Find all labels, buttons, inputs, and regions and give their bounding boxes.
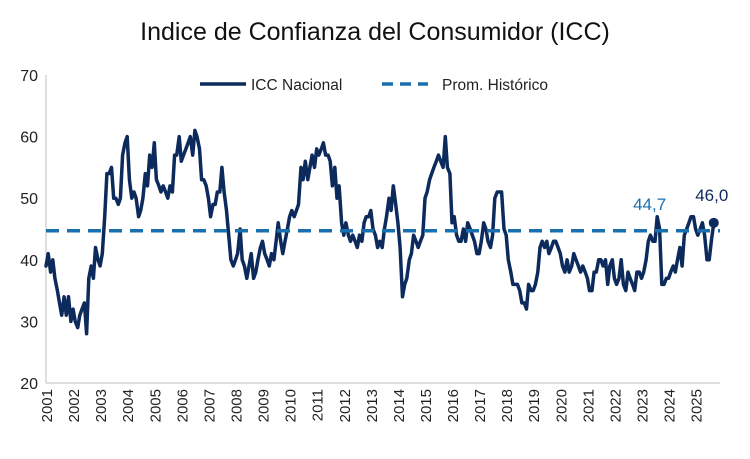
series-line-icc — [44, 128, 716, 336]
x-tick-label: 2013 — [364, 389, 381, 422]
data-label: 44,7 — [633, 195, 666, 214]
y-tick-label: 70 — [20, 68, 38, 85]
y-tick-label: 30 — [20, 314, 38, 331]
x-tick-label: 2008 — [228, 389, 245, 422]
chart-title: Indice de Confianza del Consumidor (ICC) — [140, 18, 610, 46]
y-tick-label: 20 — [20, 376, 38, 393]
x-tick-label: 2011 — [310, 389, 327, 421]
x-tick-label: 2019 — [526, 389, 543, 422]
x-tick-label: 2014 — [391, 389, 408, 422]
x-tick-label: 2002 — [66, 389, 83, 422]
x-tick-label: 2005 — [147, 389, 164, 422]
x-tick-label: 2015 — [418, 389, 435, 422]
x-tick-label: 2009 — [256, 389, 273, 422]
x-tick-label: 2010 — [283, 389, 300, 422]
x-tick-label: 2007 — [201, 389, 218, 422]
x-tick-label: 2003 — [93, 389, 110, 422]
x-tick-label: 2012 — [337, 389, 354, 422]
x-tick-label: 2023 — [635, 389, 652, 422]
x-tick-label: 2001 — [39, 389, 56, 422]
y-tick-label: 40 — [20, 253, 38, 270]
x-tick-label: 2004 — [120, 389, 137, 422]
data-label: 46,0 — [695, 186, 728, 205]
x-tick-label: 2017 — [472, 389, 489, 422]
x-tick-label: 2020 — [553, 389, 570, 422]
legend-label: ICC Nacional — [251, 77, 342, 94]
x-tick-label: 2025 — [689, 389, 706, 422]
y-tick-label: 50 — [20, 191, 38, 208]
legend-label: Prom. Histórico — [442, 77, 548, 94]
last-value-marker — [708, 217, 719, 228]
x-tick-label: 2021 — [580, 389, 597, 422]
x-tick-label: 2024 — [662, 389, 679, 422]
x-tick-label: 2018 — [499, 389, 516, 422]
x-tick-label: 2022 — [607, 389, 624, 422]
x-tick-label: 2016 — [445, 389, 462, 422]
y-tick-label: 60 — [20, 130, 38, 147]
legend: ICC Nacional Prom. Histórico — [200, 77, 548, 94]
x-tick-label: 2006 — [174, 389, 191, 422]
